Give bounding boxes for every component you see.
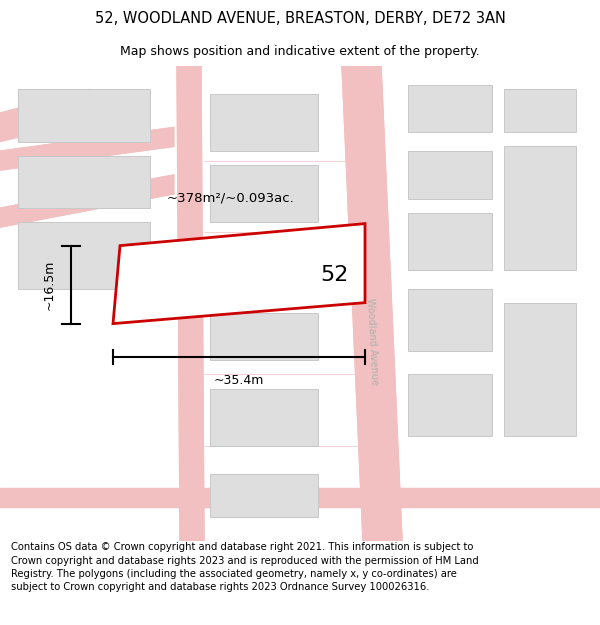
Bar xyxy=(504,303,576,436)
Polygon shape xyxy=(0,488,600,508)
Bar xyxy=(210,241,318,294)
Text: ~35.4m: ~35.4m xyxy=(214,374,264,386)
Bar xyxy=(18,222,150,289)
Text: Map shows position and indicative extent of the property.: Map shows position and indicative extent… xyxy=(120,45,480,58)
Polygon shape xyxy=(0,127,174,170)
Text: Contains OS data © Crown copyright and database right 2021. This information is : Contains OS data © Crown copyright and d… xyxy=(11,542,479,592)
Text: 52: 52 xyxy=(321,265,349,285)
Polygon shape xyxy=(0,175,174,227)
Text: ~16.5m: ~16.5m xyxy=(43,259,56,310)
Bar xyxy=(504,146,576,270)
Polygon shape xyxy=(342,66,402,541)
Bar xyxy=(210,474,318,517)
Bar xyxy=(504,89,576,132)
Bar xyxy=(210,312,318,360)
Bar xyxy=(210,389,318,446)
Bar xyxy=(210,94,318,151)
Polygon shape xyxy=(177,66,204,541)
Bar xyxy=(408,151,492,199)
Bar xyxy=(408,289,492,351)
Polygon shape xyxy=(0,89,90,142)
Text: ~378m²/~0.093ac.: ~378m²/~0.093ac. xyxy=(167,192,295,204)
Text: 52, WOODLAND AVENUE, BREASTON, DERBY, DE72 3AN: 52, WOODLAND AVENUE, BREASTON, DERBY, DE… xyxy=(95,11,505,26)
Polygon shape xyxy=(113,224,365,324)
Bar xyxy=(18,156,150,208)
Bar xyxy=(210,166,318,222)
Bar xyxy=(18,89,150,142)
Bar xyxy=(408,213,492,270)
Text: Woodland Avenue: Woodland Avenue xyxy=(365,298,379,385)
Bar xyxy=(408,374,492,436)
Bar xyxy=(408,84,492,132)
